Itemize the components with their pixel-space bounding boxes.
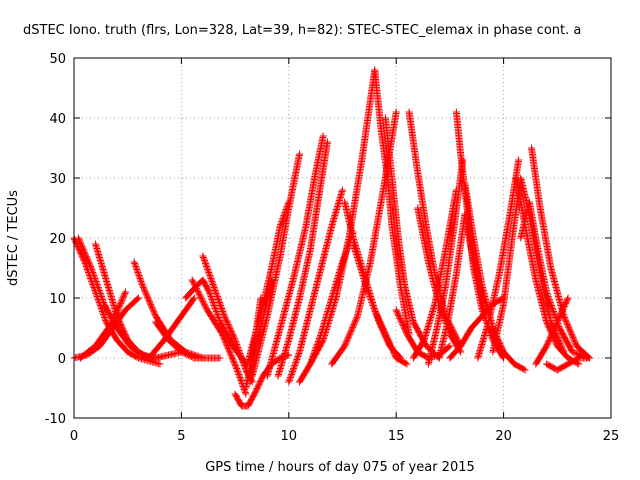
- data-point-markers: [424, 156, 467, 368]
- data-point-markers: [306, 66, 379, 368]
- series-arc: [424, 156, 467, 368]
- series-arc: [248, 150, 304, 380]
- data-point-markers: [274, 138, 331, 380]
- data-point-markers: [349, 240, 404, 362]
- series-arc: [274, 138, 331, 380]
- data-point-markers: [248, 150, 304, 380]
- data-point-markers: [91, 240, 164, 362]
- x-tick-label: 5: [177, 429, 185, 444]
- y-tick-label: 0: [58, 352, 66, 367]
- y-tick-label: 20: [49, 232, 66, 247]
- series-arc: [474, 156, 523, 362]
- data-point-markers: [543, 354, 594, 374]
- y-axis-label: dSTEC / TECUs: [6, 190, 21, 286]
- y-tick-label: -10: [45, 412, 66, 427]
- x-tick-label: 10: [281, 429, 298, 444]
- data-point-markers: [517, 198, 594, 362]
- series-arc: [371, 66, 413, 338]
- series-arc: [543, 354, 594, 374]
- data-point-markers: [285, 186, 346, 386]
- series-arc: [145, 294, 198, 362]
- series-arc: [306, 66, 379, 368]
- data-point-markers: [130, 258, 207, 362]
- series-arc: [532, 294, 572, 368]
- series-arc: [242, 198, 293, 374]
- chart-title: dSTEC Iono. truth (flrs, Lon=328, Lat=39…: [23, 23, 581, 38]
- series-arc: [517, 198, 594, 362]
- series-arc: [263, 132, 327, 380]
- x-tick-label: 25: [603, 429, 620, 444]
- series-arc: [188, 276, 250, 398]
- plot-frame: [73, 57, 612, 419]
- x-tick-label: 0: [70, 429, 78, 444]
- data-points: [70, 66, 594, 410]
- data-point-markers: [474, 156, 523, 362]
- series-arc: [130, 258, 207, 362]
- series-arc: [285, 186, 346, 386]
- series-arc: [528, 144, 594, 362]
- y-tick-label: 40: [49, 112, 66, 127]
- data-point-markers: [532, 294, 572, 368]
- y-tick-label: 10: [49, 292, 66, 307]
- data-point-markers: [242, 198, 293, 374]
- series-arc: [91, 240, 164, 362]
- data-point-markers: [188, 276, 250, 398]
- x-tick-label: 15: [388, 429, 405, 444]
- data-point-markers: [263, 132, 327, 380]
- y-tick-label: 30: [49, 172, 66, 187]
- y-tick-label: 50: [49, 52, 66, 67]
- data-point-markers: [145, 294, 198, 362]
- x-tick-label: 20: [495, 429, 512, 444]
- data-point-markers: [371, 66, 413, 338]
- x-axis-label: GPS time / hours of day 075 of year 2015: [205, 460, 475, 475]
- series-arc: [349, 240, 404, 362]
- data-point-markers: [528, 144, 594, 362]
